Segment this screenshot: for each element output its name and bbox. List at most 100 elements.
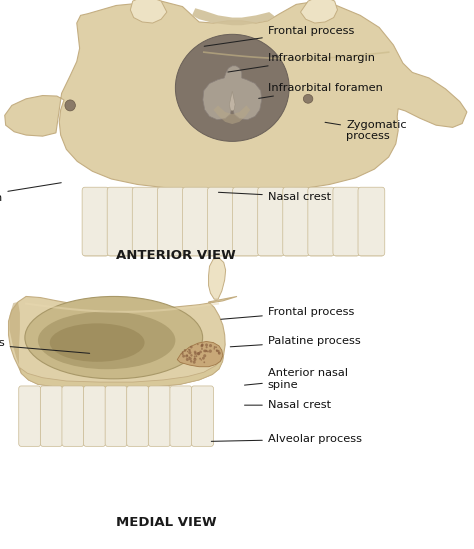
Text: MEDIAL VIEW: MEDIAL VIEW: [116, 516, 216, 529]
FancyBboxPatch shape: [19, 386, 41, 446]
FancyBboxPatch shape: [134, 246, 157, 256]
Polygon shape: [20, 354, 224, 389]
Ellipse shape: [189, 349, 191, 351]
Ellipse shape: [206, 350, 208, 352]
Polygon shape: [9, 302, 21, 373]
Ellipse shape: [50, 323, 145, 362]
FancyBboxPatch shape: [82, 187, 109, 256]
Text: Infraorbital margin: Infraorbital margin: [228, 53, 375, 72]
Text: ANTERIOR VIEW: ANTERIOR VIEW: [116, 249, 235, 262]
Ellipse shape: [188, 351, 191, 354]
Ellipse shape: [209, 344, 212, 348]
Ellipse shape: [189, 357, 192, 360]
Ellipse shape: [197, 352, 200, 355]
Ellipse shape: [205, 344, 208, 346]
Polygon shape: [177, 341, 223, 367]
FancyBboxPatch shape: [191, 386, 213, 446]
Ellipse shape: [197, 352, 200, 355]
FancyBboxPatch shape: [283, 187, 310, 256]
Ellipse shape: [195, 355, 197, 357]
FancyBboxPatch shape: [235, 246, 257, 256]
FancyBboxPatch shape: [258, 187, 284, 256]
FancyBboxPatch shape: [83, 386, 106, 446]
FancyBboxPatch shape: [333, 187, 360, 256]
Polygon shape: [9, 296, 237, 389]
FancyBboxPatch shape: [210, 246, 232, 256]
Ellipse shape: [190, 346, 192, 349]
Polygon shape: [5, 1, 467, 190]
Ellipse shape: [201, 348, 203, 350]
FancyBboxPatch shape: [105, 386, 127, 446]
Ellipse shape: [182, 351, 183, 353]
Ellipse shape: [203, 350, 206, 352]
FancyBboxPatch shape: [358, 187, 385, 256]
Text: Nasal crest: Nasal crest: [219, 192, 331, 201]
Ellipse shape: [207, 351, 209, 352]
Ellipse shape: [204, 350, 207, 352]
Ellipse shape: [199, 350, 202, 354]
FancyBboxPatch shape: [107, 187, 134, 256]
Text: Frontal process: Frontal process: [221, 307, 354, 320]
Ellipse shape: [197, 344, 199, 345]
Ellipse shape: [203, 361, 205, 363]
Ellipse shape: [38, 312, 175, 369]
Text: Alveolar process: Alveolar process: [211, 434, 362, 444]
Ellipse shape: [193, 361, 196, 364]
Text: Nasal notch: Nasal notch: [0, 183, 61, 203]
Ellipse shape: [216, 350, 219, 352]
FancyBboxPatch shape: [182, 187, 209, 256]
Ellipse shape: [217, 350, 219, 352]
Text: Palatine process: Palatine process: [230, 337, 361, 347]
FancyBboxPatch shape: [40, 386, 63, 446]
Ellipse shape: [190, 360, 192, 362]
Ellipse shape: [182, 355, 185, 357]
Ellipse shape: [218, 352, 221, 355]
Ellipse shape: [65, 100, 75, 111]
Ellipse shape: [199, 357, 201, 360]
Polygon shape: [209, 258, 226, 299]
Ellipse shape: [213, 348, 215, 350]
FancyBboxPatch shape: [208, 187, 234, 256]
FancyBboxPatch shape: [170, 386, 192, 446]
Ellipse shape: [193, 358, 197, 361]
Ellipse shape: [201, 359, 202, 361]
Ellipse shape: [194, 351, 196, 354]
Ellipse shape: [214, 346, 216, 348]
FancyBboxPatch shape: [132, 187, 159, 256]
FancyBboxPatch shape: [260, 246, 283, 256]
Text: Zygomatic
process: Zygomatic process: [325, 120, 407, 142]
Ellipse shape: [201, 344, 204, 346]
Polygon shape: [213, 105, 250, 124]
Ellipse shape: [190, 354, 192, 357]
FancyBboxPatch shape: [109, 246, 132, 256]
FancyBboxPatch shape: [308, 187, 335, 256]
FancyBboxPatch shape: [285, 246, 308, 256]
FancyBboxPatch shape: [360, 246, 383, 256]
Ellipse shape: [209, 349, 212, 353]
FancyBboxPatch shape: [335, 246, 358, 256]
Text: Maxillary sinus: Maxillary sinus: [0, 338, 90, 354]
FancyBboxPatch shape: [84, 246, 107, 256]
FancyBboxPatch shape: [233, 187, 259, 256]
Ellipse shape: [186, 355, 188, 356]
Ellipse shape: [194, 352, 197, 355]
FancyBboxPatch shape: [159, 246, 182, 256]
Ellipse shape: [194, 356, 196, 357]
Ellipse shape: [188, 356, 190, 358]
Polygon shape: [192, 8, 275, 25]
Ellipse shape: [188, 349, 190, 351]
Ellipse shape: [187, 351, 188, 352]
Ellipse shape: [185, 355, 188, 357]
Polygon shape: [203, 66, 262, 120]
Text: Infraorbital foramen: Infraorbital foramen: [259, 83, 383, 98]
Polygon shape: [301, 0, 337, 23]
Ellipse shape: [203, 354, 206, 357]
Polygon shape: [229, 91, 235, 111]
Text: Anterior nasal
spine: Anterior nasal spine: [245, 368, 348, 390]
Ellipse shape: [186, 358, 189, 361]
Ellipse shape: [194, 357, 196, 359]
Ellipse shape: [215, 346, 217, 348]
FancyBboxPatch shape: [62, 386, 84, 446]
Text: Frontal process: Frontal process: [204, 26, 354, 46]
Ellipse shape: [201, 345, 203, 348]
